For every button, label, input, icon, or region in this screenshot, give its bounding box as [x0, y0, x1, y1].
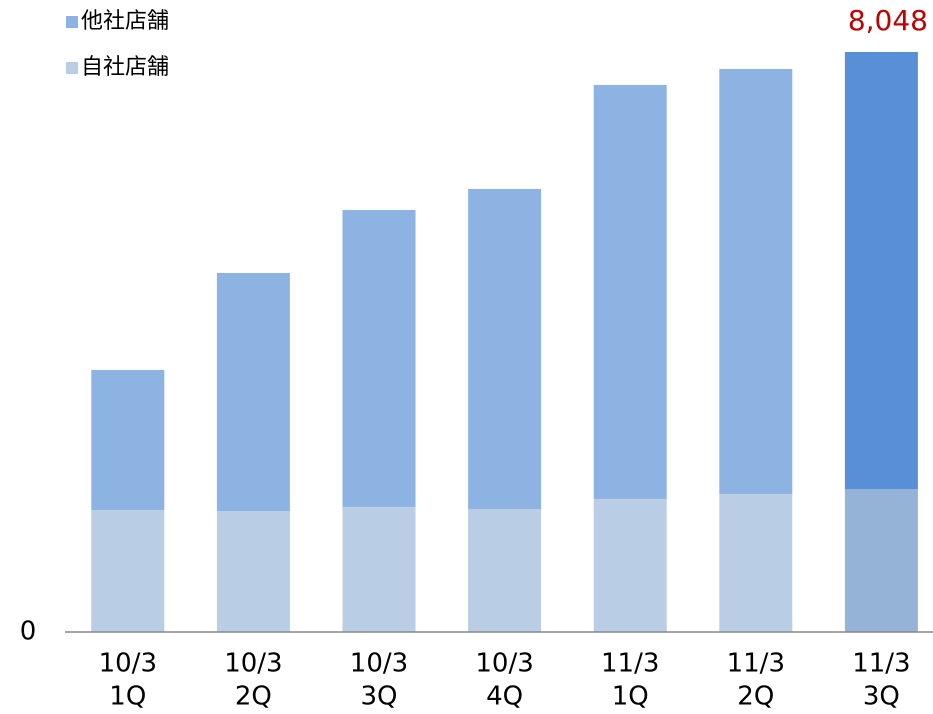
bar-segment	[844, 52, 918, 490]
bar-segment	[719, 69, 793, 494]
x-tick-label: 4Q	[486, 682, 523, 712]
x-tick-label: 10/3	[224, 649, 282, 679]
x-tick-label: 10/3	[350, 649, 408, 679]
bar-segment	[844, 489, 918, 632]
x-tick-label: 3Q	[360, 682, 397, 712]
x-tick-label: 1Q	[109, 682, 146, 712]
bar-segment	[216, 510, 290, 632]
bar-segment	[342, 209, 416, 507]
bar-segment	[719, 493, 793, 632]
x-tick-label: 10/3	[475, 649, 533, 679]
legend-swatch	[66, 62, 78, 74]
legend-label: 他社店舗	[81, 9, 169, 34]
y-tick-label: 0	[20, 617, 37, 647]
bar-segment	[91, 509, 165, 632]
bar-segment	[468, 189, 542, 509]
x-tick-label: 11/3	[601, 649, 659, 679]
legend-swatch	[66, 16, 78, 28]
legend-label: 自社店舗	[81, 55, 169, 80]
bar-segment	[342, 506, 416, 632]
bar-segment	[468, 508, 542, 632]
total-label: 8,048	[848, 4, 928, 37]
x-tick-label: 2Q	[235, 682, 272, 712]
x-tick-label: 2Q	[737, 682, 774, 712]
bar-segment	[593, 498, 667, 632]
x-tick-label: 11/3	[852, 649, 910, 679]
x-tick-label: 3Q	[863, 682, 900, 712]
x-tick-label: 1Q	[612, 682, 649, 712]
bar-segment	[593, 84, 667, 499]
x-tick-label: 11/3	[727, 649, 785, 679]
x-tick-label: 10/3	[99, 649, 157, 679]
bar-segment	[91, 369, 165, 510]
bar-segment	[216, 272, 290, 511]
